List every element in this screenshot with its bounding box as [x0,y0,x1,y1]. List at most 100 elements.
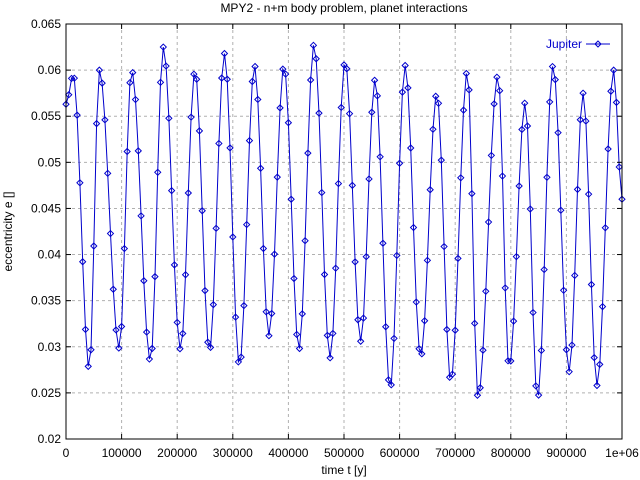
legend: Jupiter [546,37,610,51]
data-point [293,330,301,339]
grid [66,24,622,439]
data-point [412,298,420,306]
data-point [159,43,168,51]
data-point [465,86,473,94]
data-point [234,358,243,366]
data-point [546,98,554,106]
data-point [142,328,151,336]
data-point [345,109,354,118]
x-tick-label: 600000 [380,446,420,460]
data-point [231,313,240,321]
data-point [206,343,215,352]
data-point [582,117,590,125]
data-point [487,151,496,160]
data-point [312,55,320,63]
data-point [540,265,548,274]
data-point [220,49,229,58]
data-point [87,346,95,354]
data-point [262,308,270,316]
data-point [237,353,245,361]
data-point [384,376,393,384]
data-point [395,159,404,167]
data-point [298,310,307,318]
data-point [287,195,295,203]
data-point [418,350,426,358]
data-point [420,317,429,325]
data-point [201,286,209,295]
data-point [301,236,309,245]
data-point [306,76,315,84]
data-point [543,173,551,181]
data-point [290,274,298,283]
data-point [359,314,368,322]
data-point [573,185,582,194]
data-point [145,355,154,363]
data-point [326,354,334,362]
data-point [165,114,173,123]
data-point [151,272,159,281]
data-point [568,341,576,349]
data-point [212,224,220,233]
data-point [565,367,573,376]
data-point [318,188,326,197]
data-point [520,99,529,107]
data-point [78,258,87,266]
x-tick-label: 700000 [435,446,475,460]
y-axis-label: eccentricity e [] [1,191,15,271]
data-point [370,76,379,84]
data-point [162,62,170,70]
data-point [437,156,446,164]
x-tick-label: 200000 [157,446,197,460]
data-point [117,322,126,331]
data-point [190,70,198,78]
data-point [65,91,73,99]
data-point [476,384,484,392]
data-point [537,346,546,355]
x-axis-label: time t [y] [321,463,366,477]
data-point [576,116,585,124]
data-point [601,224,610,232]
data-point [323,331,332,340]
data-point [98,79,106,87]
data-point [426,186,434,194]
y-tick-label: 0.045 [31,201,61,215]
data-point [156,78,165,87]
x-tick-label: 900000 [546,446,586,460]
y-tick-label: 0.055 [31,109,61,123]
data-point [373,92,382,100]
data-point [512,252,521,261]
y-tick-label: 0.03 [38,340,62,354]
data-point [176,345,184,353]
data-point [170,261,179,269]
data-point [423,256,432,265]
data-point [126,78,134,87]
data-point [607,87,615,95]
data-point [281,70,290,78]
x-tick-label: 100000 [102,446,142,460]
y-tick-label: 0.02 [38,432,62,446]
data-point [276,104,284,112]
data-point [612,98,621,107]
data-point [432,92,440,100]
data-point [415,345,423,353]
data-point [254,95,262,104]
data-point [381,323,390,331]
x-tick-label: 1e+06 [605,446,639,460]
data-point [523,122,532,130]
data-point [248,77,256,86]
data-point [462,69,471,78]
data-point [376,153,384,161]
data-point [507,357,515,365]
data-point [590,353,598,362]
data-point [70,74,79,82]
data-point [148,344,156,353]
data-point [315,109,323,117]
data-point [134,147,142,155]
data-point [379,239,387,247]
data-point [501,284,509,292]
data-point [365,175,373,183]
data-point [482,287,490,296]
data-point [217,74,226,82]
data-point [187,113,195,121]
data-point [331,264,340,272]
